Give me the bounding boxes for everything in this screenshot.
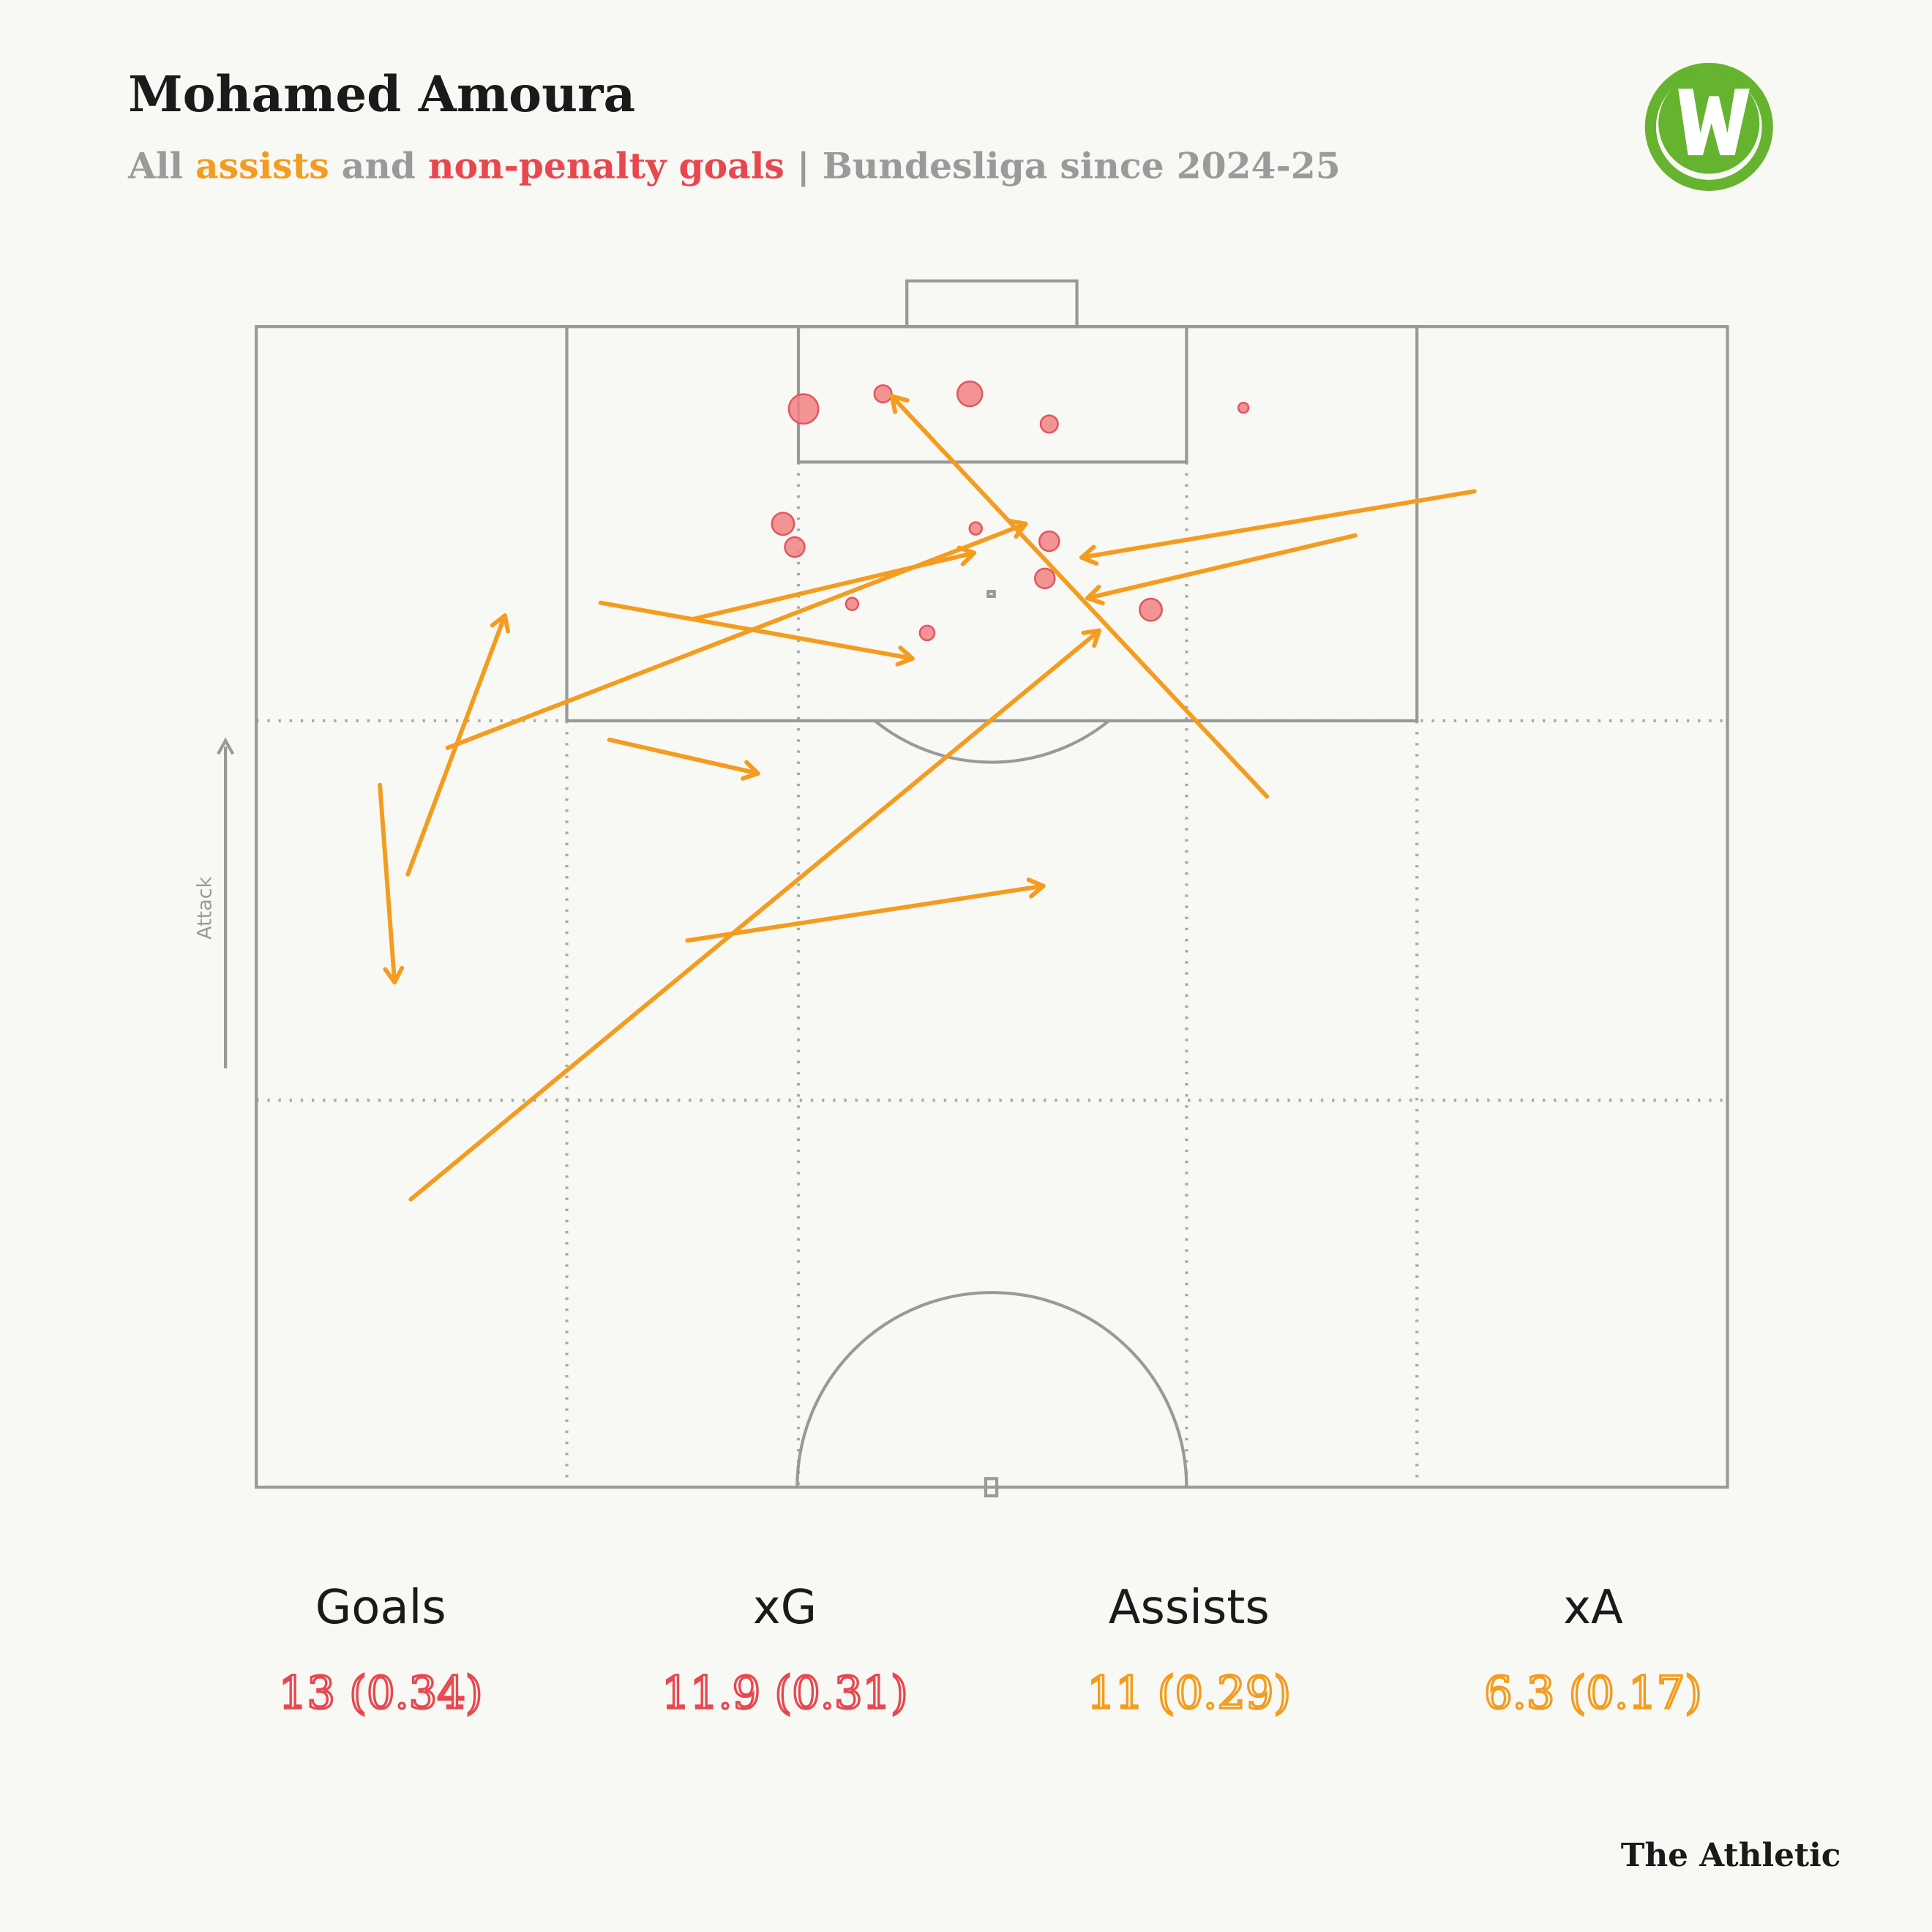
attack-indicator: Attack xyxy=(194,737,235,1068)
goal-shot xyxy=(1237,402,1250,414)
goal-shot xyxy=(1033,567,1056,590)
marks xyxy=(378,380,1477,1202)
goal-shot xyxy=(918,624,936,642)
assist-pass xyxy=(378,782,397,985)
subtitle-segment: | Bundesliga since 2024-25 xyxy=(785,144,1341,187)
goal-shot xyxy=(1039,414,1059,434)
assist-pass xyxy=(685,883,1046,943)
stat-value: 11 (0.29) xyxy=(1087,1668,1291,1719)
assist-pass xyxy=(1085,533,1358,601)
stat-label: Assists xyxy=(1109,1581,1270,1635)
assist-pass xyxy=(405,613,507,877)
goal-shot xyxy=(845,596,860,611)
goal-shot xyxy=(956,380,984,408)
assist-arrowhead xyxy=(1079,544,1099,566)
assist-arrowhead xyxy=(1085,584,1105,606)
assist-arrowhead xyxy=(741,760,760,781)
attack-arrowhead xyxy=(217,737,235,755)
stat-value: 11.9 (0.31) xyxy=(662,1668,907,1719)
subtitle-segment: non-penalty goals xyxy=(428,144,785,187)
assist-pass xyxy=(445,521,1028,750)
subtitle-segment: and xyxy=(329,144,428,187)
assist-pass xyxy=(889,394,1270,799)
stat-value: 6.3 (0.17) xyxy=(1484,1668,1702,1719)
title: Mohamed Amoura xyxy=(128,65,635,123)
assist-arrowhead xyxy=(889,394,910,414)
goal-shot xyxy=(1038,530,1060,553)
logo-w xyxy=(1678,89,1750,156)
assist-arrowhead xyxy=(895,645,915,667)
assist-arrowhead xyxy=(956,545,977,566)
club-logo xyxy=(1644,62,1773,191)
center-circle xyxy=(795,1291,1188,1488)
assist-arrowhead xyxy=(490,613,511,634)
stat-label: xA xyxy=(1563,1581,1623,1635)
subtitle-segment: assists xyxy=(195,144,329,187)
stat-value: 13 (0.34) xyxy=(279,1668,483,1719)
attack-label: Attack xyxy=(194,876,217,939)
pitch xyxy=(255,279,1729,1498)
penalty-spot xyxy=(986,590,996,599)
assist-arrowhead xyxy=(1026,877,1046,899)
center-spot xyxy=(984,1477,999,1498)
assist-arrowhead xyxy=(1081,628,1102,648)
assist-pass xyxy=(607,737,760,776)
stat-label: Goals xyxy=(315,1581,446,1635)
assist-arrowhead xyxy=(1008,518,1028,539)
stat-label: xG xyxy=(753,1581,817,1635)
assist-arrowhead xyxy=(383,965,405,985)
goal-shot xyxy=(771,512,795,536)
stats: Goals 13 (0.34) xG 11.9 (0.31) Assists 11 (0.… xyxy=(277,1581,1703,1721)
goal xyxy=(905,279,1079,329)
goal-shot xyxy=(784,536,806,558)
subtitle-segment: All xyxy=(127,144,195,187)
goal-shot xyxy=(873,384,893,404)
penalty-arc xyxy=(874,719,1110,764)
assist-pass xyxy=(598,600,915,661)
subtitle: All assists and non-penalty goals | Bund… xyxy=(127,144,1341,187)
assist-pass xyxy=(1079,489,1477,560)
source-logo: The Athletic xyxy=(1621,1837,1841,1874)
assist-pass xyxy=(691,550,977,621)
goal-shot xyxy=(787,393,820,425)
assist-pass xyxy=(408,628,1102,1202)
goal-shot xyxy=(1139,597,1163,622)
goal-shot xyxy=(968,521,983,536)
